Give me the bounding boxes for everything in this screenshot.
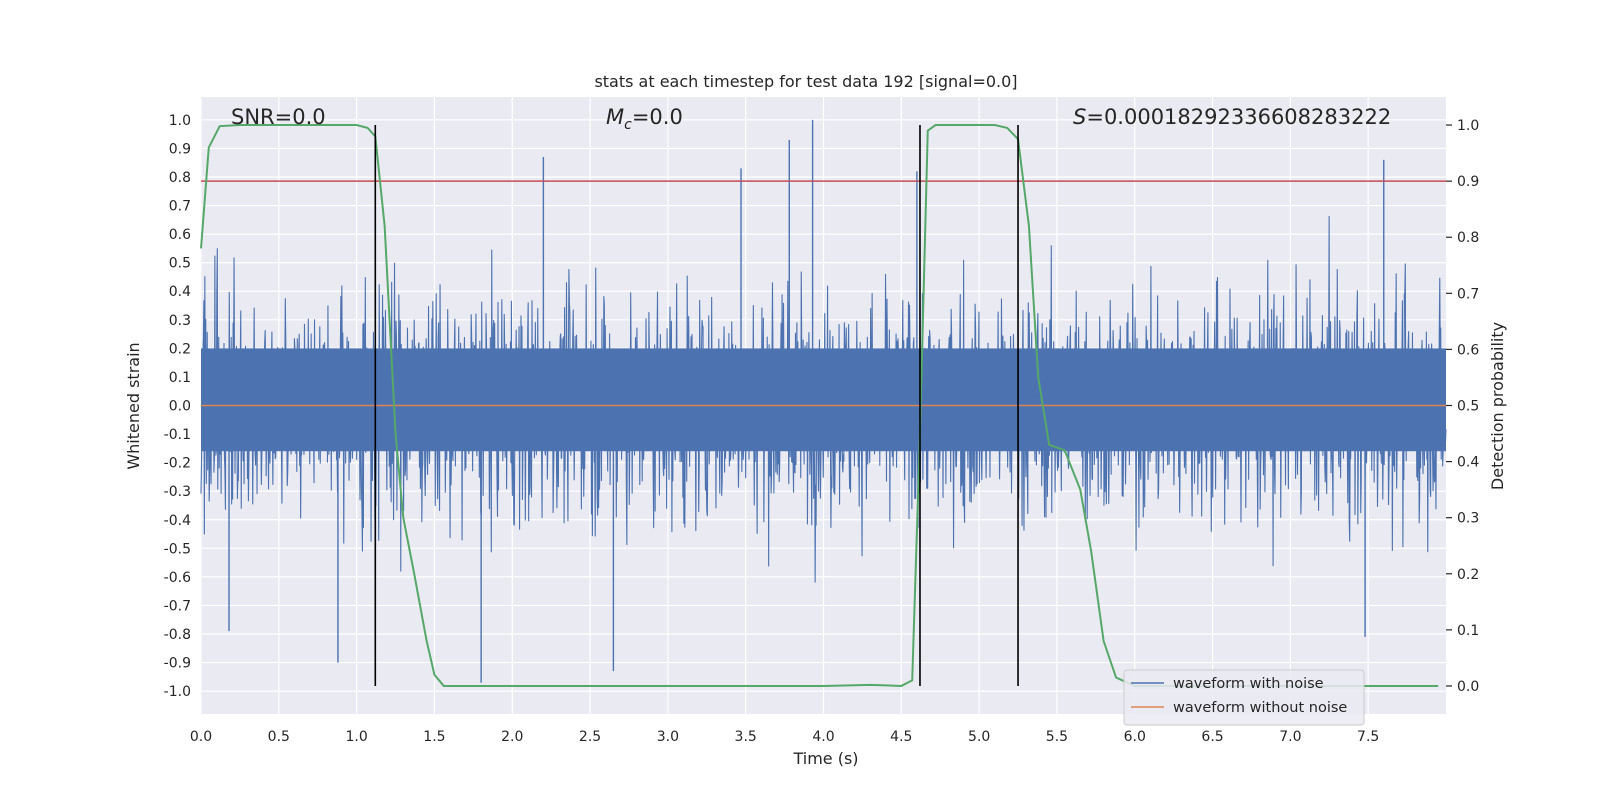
y-tick-label: -1.0 <box>164 684 191 700</box>
x-tick-label: 0.0 <box>190 729 212 745</box>
x-tick-label: 5.5 <box>1046 729 1068 745</box>
y-tick-label: -0.1 <box>164 427 191 443</box>
snr-annotation: SNR=0.0 <box>231 105 326 129</box>
y-tick-label: -0.8 <box>164 627 191 643</box>
y2-tick-label: 0.8 <box>1457 230 1479 246</box>
axis-ticks: 0.0 0.5 1.0 1.5 2.0 2.5 3.0 3.5 4.0 4.5 5.0 5.5 6.0 6… <box>164 113 1480 745</box>
x-tick-label: 3.0 <box>657 729 679 745</box>
y-tick-label: -0.5 <box>164 541 191 557</box>
y2-tick-label: 0.4 <box>1457 455 1479 471</box>
legend: waveform with noise waveform without noi… <box>1123 669 1365 726</box>
x-tick-label: 3.5 <box>735 729 757 745</box>
x-tick-label: 1.5 <box>423 729 445 745</box>
x-tick-label: 4.0 <box>812 729 834 745</box>
y-tick-label: 0.8 <box>169 170 191 186</box>
y-tick-label: 0.9 <box>169 141 191 157</box>
y2-tick-label: 0.0 <box>1457 679 1479 695</box>
x-tick-label: 7.5 <box>1357 729 1379 745</box>
y-tick-label: 0.3 <box>169 313 191 329</box>
x-tick-label: 4.5 <box>890 729 912 745</box>
detection-probability-line <box>200 124 1439 687</box>
legend-frame <box>1123 669 1365 726</box>
x-tick-label: 0.5 <box>268 729 290 745</box>
waveform-with-noise-series <box>200 119 1447 683</box>
y-tick-label: 0.6 <box>169 227 191 243</box>
y-tick-label: 0.2 <box>169 341 191 357</box>
score-annotation: S=0.00018292336608283222 <box>1073 105 1391 129</box>
y2-axis-label: Detection probability <box>1488 322 1507 490</box>
y-tick-label: -0.7 <box>164 598 191 614</box>
y-tick-label: 1.0 <box>169 113 191 129</box>
x-tick-label: 6.5 <box>1201 729 1223 745</box>
y2-tick-label: 0.7 <box>1457 286 1479 302</box>
y2-tick-label: 0.1 <box>1457 623 1479 639</box>
y2-tick-label: 1.0 <box>1457 118 1479 134</box>
y-tick-label: 0.0 <box>169 399 191 415</box>
x-axis-label: Time (s) <box>792 749 858 768</box>
chart-title: stats at each timestep for test data 192… <box>594 72 1017 91</box>
y-tick-label: 0.7 <box>169 199 191 215</box>
y2-tick-label: 0.9 <box>1457 174 1479 190</box>
x-tick-label: 1.0 <box>345 729 367 745</box>
y-tick-label: -0.9 <box>164 656 191 672</box>
legend-label-noise: waveform with noise <box>1173 676 1324 692</box>
y-tick-label: -0.2 <box>164 456 191 472</box>
noise-waveform-core <box>201 348 1446 452</box>
y2-tick-label: 0.5 <box>1457 399 1479 415</box>
y2-tick-label: 0.3 <box>1457 511 1479 527</box>
x-tick-label: 2.0 <box>501 729 523 745</box>
y-tick-label: -0.3 <box>164 484 191 500</box>
x-tick-label: 2.5 <box>579 729 601 745</box>
x-tick-label: 6.0 <box>1124 729 1146 745</box>
chirp-mass-annotation: Mc=0.0 <box>606 105 683 133</box>
legend-label-clean: waveform without noise <box>1173 700 1347 716</box>
y-tick-label: 0.4 <box>169 284 191 300</box>
x-tick-label: 7.0 <box>1279 729 1301 745</box>
y2-tick-label: 0.6 <box>1457 342 1479 358</box>
y-tick-label: 0.1 <box>169 370 191 386</box>
y-tick-label: -0.6 <box>164 570 191 586</box>
overlay-lines <box>200 124 1446 687</box>
x-tick-label: 5.0 <box>968 729 990 745</box>
y-tick-label: -0.4 <box>164 513 191 529</box>
y2-tick-label: 0.2 <box>1457 567 1479 583</box>
y-tick-label: 0.5 <box>169 256 191 272</box>
y-axis-label: Whitened strain <box>124 342 143 469</box>
